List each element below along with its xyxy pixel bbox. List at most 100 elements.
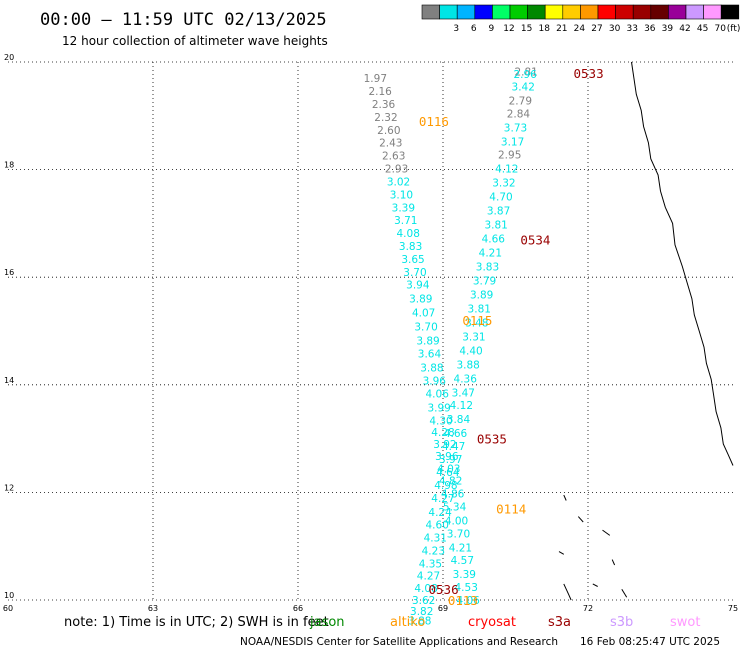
pass-label: 0536 xyxy=(429,582,459,597)
swh-value: 3.79 xyxy=(473,275,496,287)
pass-label: 0116 xyxy=(419,114,449,129)
swh-value: 1.97 xyxy=(364,73,387,85)
swh-value: 4.27 xyxy=(417,570,440,582)
y-tick-label: 18 xyxy=(4,161,14,170)
swh-value: 3.89 xyxy=(409,294,432,306)
footer-timestamp: 16 Feb 08:25:47 UTC 2025 xyxy=(580,636,720,648)
swh-value: 2.63 xyxy=(382,151,405,163)
legend-swatch xyxy=(720,4,740,20)
swh-value: 3.39 xyxy=(453,569,476,581)
swh-value: 3.62 xyxy=(412,595,435,607)
swh-value: 2.79 xyxy=(509,96,532,108)
legend-swatch xyxy=(439,4,458,20)
legend-tick-label: 24 xyxy=(574,24,586,34)
coastline-segment xyxy=(563,494,567,501)
chart-subtitle: 12 hour collection of altimeter wave hei… xyxy=(62,34,328,48)
swh-value: 3.88 xyxy=(456,359,479,371)
chart-title: 00:00 – 11:59 UTC 02/13/2025 xyxy=(40,10,327,30)
legend-swatch xyxy=(685,4,704,20)
swh-value: 4.12 xyxy=(495,164,518,176)
legend-tick-label: 21 xyxy=(556,24,567,34)
legend-swatch xyxy=(492,4,511,20)
legend-swatch xyxy=(474,4,493,20)
swh-value: 3.88 xyxy=(420,363,443,375)
swh-value: 4.86 xyxy=(441,488,465,500)
legend-swatch xyxy=(615,4,634,20)
swh-value: 3.83 xyxy=(399,241,422,253)
legend-swatch xyxy=(580,4,599,20)
swh-value: 3.48 xyxy=(465,317,488,329)
x-tick-label: 63 xyxy=(148,604,158,613)
swh-value: 2.93 xyxy=(385,164,408,176)
swh-value: 3.84 xyxy=(447,414,471,426)
legend-tick-label: 27 xyxy=(591,24,602,34)
swh-value: 3.39 xyxy=(392,202,415,214)
y-tick-label: 14 xyxy=(4,376,14,385)
coastline-segment xyxy=(611,559,616,566)
swh-value: 3.88 xyxy=(408,615,431,627)
satellite-name: cryosat xyxy=(468,615,516,630)
coastline-segment xyxy=(602,529,611,536)
swh-value: 3.32 xyxy=(492,178,515,190)
swh-value: 3.81 xyxy=(468,303,491,315)
legend-tick-label: 3 xyxy=(453,24,459,34)
swh-value: 2.95 xyxy=(498,150,521,162)
pass-label: 0115 xyxy=(462,313,492,328)
pass-label: 0114 xyxy=(496,502,526,517)
swh-value: 3.89 xyxy=(470,289,493,301)
legend-swatch xyxy=(421,4,440,20)
swh-value: 2.81 xyxy=(514,67,537,79)
pass-label: 0535 xyxy=(477,432,507,447)
legend-tick-label: 15 xyxy=(521,24,532,34)
swh-value: 4.27 xyxy=(431,493,454,505)
swh-value: 4.28 xyxy=(431,427,454,439)
y-tick-label: 20 xyxy=(4,53,14,62)
swh-value: 3.94 xyxy=(406,280,430,292)
legend-tick-label: 12 xyxy=(503,24,514,34)
satellite-legend: jason altiko cryosat s3a s3b swot xyxy=(309,615,700,630)
swh-value: 2.84 xyxy=(507,109,531,121)
legend-tick-label: 6 xyxy=(471,24,477,34)
swh-value: 2.96 xyxy=(513,69,537,81)
satellite-name: jason xyxy=(309,615,345,630)
legend-swatch xyxy=(597,4,616,20)
grid-lines xyxy=(8,61,733,601)
legend-swatch xyxy=(703,4,722,20)
swh-value: 4.70 xyxy=(489,192,512,204)
swh-value: 4.66 xyxy=(444,428,468,440)
swh-value: 5.34 xyxy=(443,501,467,513)
swh-value: 3.42 xyxy=(512,82,535,94)
swh-value: 3.70 xyxy=(447,528,470,540)
swh-data-points: 1.972.162.362.322.602.432.632.933.023.10… xyxy=(364,67,538,628)
axis-ticks: 60 63 66 69 72 75 10 12 14 16 18 20 xyxy=(3,53,738,613)
swh-value: 4.08 xyxy=(397,228,420,240)
coastline-segment xyxy=(621,588,628,598)
swh-value: 4.40 xyxy=(459,345,482,357)
legend-swatch xyxy=(544,4,564,20)
swh-value: 3.02 xyxy=(387,176,410,188)
coastline-segment xyxy=(631,61,734,466)
swh-value: 4.31 xyxy=(424,533,447,545)
satellite-name: altiko xyxy=(390,615,425,630)
y-tick-label: 10 xyxy=(4,591,14,600)
swh-value: 4.03 xyxy=(437,464,460,476)
swh-value: 4.64 xyxy=(436,467,460,479)
swh-value: 4.07 xyxy=(412,308,435,320)
swh-value: 3.73 xyxy=(504,123,527,135)
swh-value: 4.08 xyxy=(414,583,437,595)
swh-value: 4.36 xyxy=(454,373,478,385)
swh-value: 3.71 xyxy=(394,215,417,227)
coastline xyxy=(558,61,734,601)
coastline-segment xyxy=(563,583,572,601)
swh-value: 3.89 xyxy=(416,336,439,348)
swh-value: 4.21 xyxy=(449,542,472,554)
pass-label: 0534 xyxy=(520,233,550,248)
x-tick-label: 60 xyxy=(3,604,13,613)
x-tick-label: 72 xyxy=(583,604,593,613)
swh-value: 3.92 xyxy=(433,439,456,451)
swh-value: 4.57 xyxy=(451,555,474,567)
swh-value: 4.53 xyxy=(455,582,478,594)
legend-tick-label: 33 xyxy=(626,24,637,34)
legend-swatch xyxy=(632,4,652,20)
